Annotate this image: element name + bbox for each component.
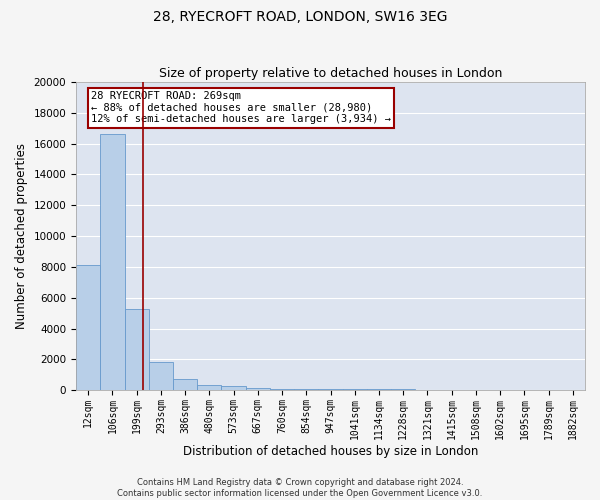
- Bar: [149, 362, 173, 390]
- Bar: [76, 266, 100, 390]
- Bar: [100, 134, 125, 390]
- Text: 28, RYECROFT ROAD, LONDON, SW16 3EG: 28, RYECROFT ROAD, LONDON, SW16 3EG: [153, 10, 447, 24]
- Bar: [245, 388, 270, 390]
- Text: 28 RYECROFT ROAD: 269sqm
← 88% of detached houses are smaller (28,980)
12% of se: 28 RYECROFT ROAD: 269sqm ← 88% of detach…: [91, 92, 391, 124]
- Text: Contains HM Land Registry data © Crown copyright and database right 2024.
Contai: Contains HM Land Registry data © Crown c…: [118, 478, 482, 498]
- X-axis label: Distribution of detached houses by size in London: Distribution of detached houses by size …: [183, 444, 478, 458]
- Bar: [125, 308, 149, 390]
- Title: Size of property relative to detached houses in London: Size of property relative to detached ho…: [159, 66, 502, 80]
- Bar: [197, 385, 221, 390]
- Bar: [221, 386, 245, 390]
- Bar: [270, 388, 294, 390]
- Bar: [173, 380, 197, 390]
- Y-axis label: Number of detached properties: Number of detached properties: [15, 143, 28, 329]
